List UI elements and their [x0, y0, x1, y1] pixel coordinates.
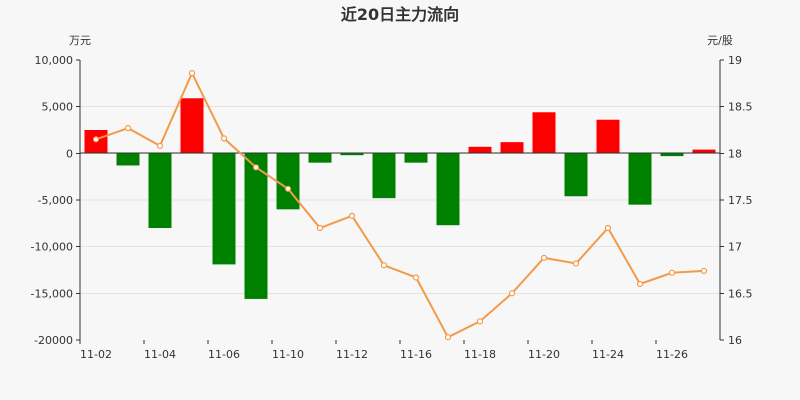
- right-tick-label: 17: [728, 241, 742, 254]
- flow-bar: [308, 153, 332, 163]
- price-point: [380, 262, 388, 269]
- right-tick-label: 16.5: [728, 287, 753, 300]
- price-point: [188, 69, 196, 77]
- right-tick-label: 18.5: [728, 101, 753, 114]
- x-tick-label: 11-24: [592, 348, 624, 361]
- price-point: [700, 267, 708, 275]
- price-point: [124, 125, 132, 132]
- left-axis-unit: 万元: [69, 34, 91, 47]
- right-tick-label: 16: [728, 334, 742, 347]
- flow-bar: [532, 112, 556, 154]
- left-tick-label: -20000: [34, 334, 73, 347]
- x-tick-label: 11-20: [528, 348, 560, 361]
- x-tick-label: 11-04: [144, 348, 176, 361]
- flow-bar: [500, 142, 524, 154]
- x-tick-label: 11-26: [656, 348, 688, 361]
- left-tick-label: 5,000: [42, 101, 74, 114]
- price-point: [476, 318, 484, 325]
- flow-bars: [84, 98, 716, 299]
- x-tick-label: 11-06: [208, 348, 240, 361]
- price-point: [348, 212, 356, 219]
- price-point: [636, 280, 644, 288]
- flow-bar: [564, 153, 588, 197]
- right-tick-label: 18: [728, 147, 742, 160]
- price-point: [668, 269, 676, 276]
- flow-bar: [660, 153, 684, 157]
- left-tick-label: -15,000: [31, 287, 73, 300]
- flow-bar: [628, 153, 652, 205]
- price-line-series: [92, 69, 708, 341]
- flow-bar: [340, 153, 364, 156]
- flow-bar: [116, 153, 140, 166]
- right-tick-label: 19: [728, 54, 742, 67]
- axes: [76, 59, 724, 344]
- x-tick-label: 11-02: [80, 348, 112, 361]
- flow-bar: [436, 153, 460, 226]
- flow-bar: [244, 153, 268, 299]
- flow-bar: [180, 98, 204, 154]
- flow-bar: [404, 153, 428, 163]
- price-point: [252, 164, 260, 171]
- left-tick-label: -10,000: [31, 241, 73, 254]
- right-axis-unit: 元/股: [707, 34, 733, 47]
- price-point: [316, 224, 324, 232]
- left-tick-label: 0: [66, 147, 73, 160]
- flow-bar: [148, 153, 172, 228]
- price-point: [444, 334, 452, 341]
- flow-bar: [372, 153, 396, 199]
- left-tick-label: 10,000: [35, 54, 74, 67]
- price-point: [412, 274, 420, 281]
- right-tick-label: 17.5: [728, 194, 753, 207]
- left-tick-label: -5,000: [38, 194, 73, 207]
- flow-bar: [596, 119, 620, 154]
- x-tick-label: 11-16: [400, 348, 432, 361]
- chart-title: 近20日主力流向: [341, 5, 459, 24]
- flow-bar: [468, 146, 492, 154]
- flow-bar: [276, 153, 300, 210]
- gridlines: [80, 106, 720, 294]
- x-tick-label: 11-12: [336, 348, 368, 361]
- price-point: [604, 224, 612, 232]
- price-point: [284, 185, 292, 192]
- price-point: [508, 290, 516, 297]
- flow-bar: [692, 149, 716, 154]
- price-point: [540, 254, 548, 261]
- price-point: [156, 142, 164, 149]
- x-tick-label: 11-10: [272, 348, 304, 361]
- x-tick-label: 11-18: [464, 348, 496, 361]
- price-point: [572, 260, 580, 267]
- price-point: [92, 136, 100, 143]
- tick-labels: -20000 -15,000 -10,000 -5,000 0 5,000 10,000 16…: [31, 54, 753, 361]
- price-line: [95, 70, 705, 339]
- price-point: [220, 135, 228, 142]
- flow-bar: [212, 153, 236, 265]
